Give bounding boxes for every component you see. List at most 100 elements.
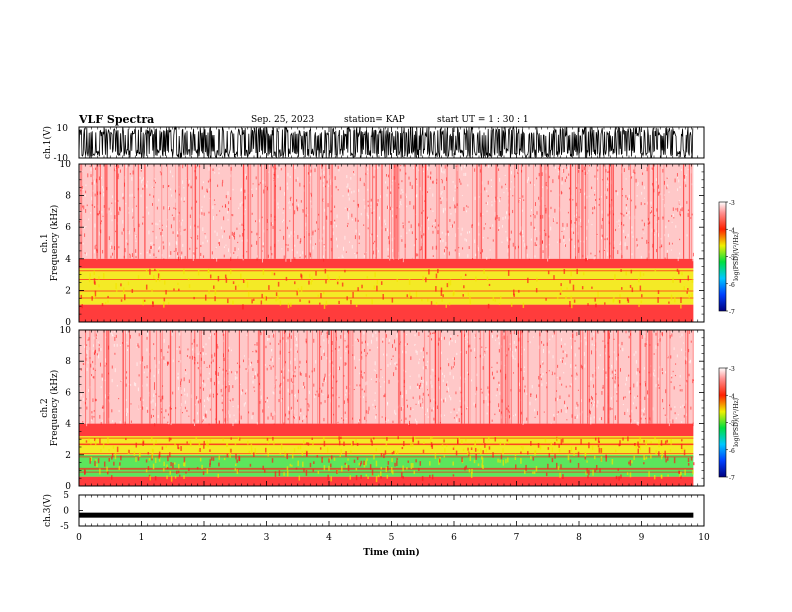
spectrogram-speckle bbox=[554, 372, 556, 375]
spectrogram-speckle bbox=[580, 226, 582, 228]
spectrogram-speckle bbox=[291, 464, 293, 467]
spectrogram-speckle bbox=[373, 209, 375, 212]
spectrogram-speckle bbox=[163, 280, 166, 285]
spectrogram-speckle bbox=[145, 284, 148, 290]
spectrogram-speckle bbox=[112, 334, 114, 337]
spectrogram-speckle bbox=[111, 365, 113, 369]
spectrogram-speckle bbox=[279, 390, 281, 394]
spectrogram-speckle bbox=[173, 207, 175, 209]
spectrogram-speckle bbox=[194, 361, 196, 365]
spectrogram-speckle bbox=[559, 382, 561, 384]
spectrogram-speckle bbox=[91, 374, 93, 377]
spectrogram-speckle bbox=[654, 375, 656, 377]
spectrogram-speckle bbox=[586, 172, 588, 174]
spectrogram-speckle bbox=[127, 230, 129, 234]
spectrogram-speckle bbox=[637, 367, 639, 372]
spectrogram-speckle bbox=[309, 173, 311, 177]
spectrogram-speckle bbox=[669, 449, 672, 452]
spectrogram-speckle bbox=[556, 296, 559, 300]
spectrogram-speckle bbox=[575, 377, 577, 380]
spectrogram-speckle bbox=[575, 218, 577, 221]
spectrogram-speckle bbox=[178, 463, 180, 469]
spectrogram-band-mid bbox=[79, 476, 694, 486]
date-label: Sep. 25, 2023 bbox=[251, 115, 315, 125]
spectrogram-speckle bbox=[357, 287, 359, 292]
spectrogram-speckle bbox=[446, 381, 448, 383]
spectrogram-speckle bbox=[683, 175, 685, 179]
spectrogram-speckle bbox=[526, 179, 528, 183]
spectrogram-speckle bbox=[544, 205, 546, 207]
spectrogram-speckle bbox=[203, 379, 205, 383]
spectrogram-speckle bbox=[431, 409, 433, 412]
spectrogram-speckle bbox=[163, 416, 165, 419]
spectrogram-speckle bbox=[157, 273, 160, 279]
spectrogram-speckle bbox=[532, 471, 534, 474]
spectrogram-speckle bbox=[299, 256, 301, 259]
spectrogram-speckle bbox=[626, 472, 629, 475]
spectrogram-speckle bbox=[305, 214, 307, 217]
spectrogram-speckle bbox=[321, 238, 323, 242]
spectrogram-speckle bbox=[387, 205, 389, 210]
spectrogram-speckle bbox=[228, 346, 230, 351]
spectrogram-speckle bbox=[394, 462, 396, 467]
spectrogram-speckle bbox=[631, 287, 634, 293]
spectrogram-speckle bbox=[614, 369, 616, 372]
spectrogram-speckle bbox=[293, 394, 295, 397]
spectrogram-speckle bbox=[375, 406, 377, 409]
spectrogram-speckle bbox=[347, 193, 349, 196]
spectrogram-speckle bbox=[240, 188, 242, 192]
spectrogram-speckle bbox=[326, 447, 329, 453]
spectrogram-speckle bbox=[101, 210, 103, 214]
spectrogram-speckle bbox=[155, 393, 157, 395]
spectrogram-speckle bbox=[672, 277, 674, 283]
x-axis-label: Time (min) bbox=[363, 547, 420, 558]
spectrogram-speckle bbox=[605, 455, 608, 462]
spectrogram-speckle bbox=[86, 252, 88, 256]
spectrogram-speckle bbox=[644, 334, 646, 338]
spectrogram-speckle bbox=[179, 331, 181, 336]
spectrogram-speckle bbox=[323, 199, 325, 201]
spectrogram-speckle bbox=[422, 366, 424, 370]
spectrogram-speckle bbox=[479, 338, 481, 340]
spectrogram-speckle bbox=[232, 281, 235, 285]
spectrogram-speckle bbox=[203, 212, 205, 216]
spectrogram-speckle bbox=[94, 364, 96, 369]
spectrogram-speckle bbox=[180, 222, 182, 226]
spectrogram-speckle bbox=[98, 344, 100, 347]
spectrogram-speckle bbox=[595, 199, 597, 202]
spectrogram-speckle bbox=[337, 189, 339, 191]
spectrogram-speckle bbox=[258, 382, 260, 386]
spectrogram-speckle bbox=[454, 339, 456, 343]
spectrogram-speckle bbox=[93, 416, 95, 418]
spectrogram-speckle bbox=[222, 438, 224, 442]
spectrogram-speckle bbox=[618, 476, 620, 481]
spectrogram-speckle bbox=[222, 353, 224, 358]
spectrogram-speckle bbox=[421, 211, 423, 215]
spectrogram-speckle bbox=[324, 268, 327, 274]
spectrogram-speckle bbox=[183, 457, 186, 463]
spectrogram-speckle bbox=[201, 464, 203, 469]
spectrogram-speckle bbox=[654, 436, 656, 440]
spectrogram-speckle bbox=[453, 357, 455, 361]
spectrogram-speckle bbox=[577, 414, 579, 419]
spectrogram-speckle bbox=[286, 453, 289, 460]
spectrogram-speckle bbox=[287, 186, 289, 190]
spectrogram-speckle bbox=[265, 296, 268, 301]
spectrogram-speckle bbox=[506, 439, 509, 442]
spectrogram-speckle bbox=[212, 216, 214, 220]
spectrogram-speckle bbox=[547, 258, 549, 262]
spectrogram-speckle bbox=[672, 419, 674, 424]
spectrogram-speckle bbox=[404, 225, 406, 228]
spectrogram-speckle bbox=[451, 366, 453, 370]
spectrogram-speckle bbox=[629, 472, 632, 478]
spectrogram-speckle bbox=[482, 366, 484, 370]
spectrogram-speckle bbox=[355, 254, 357, 259]
spectrogram-speckle bbox=[676, 173, 678, 177]
spectrogram-speckle bbox=[139, 176, 141, 179]
spectrogram-speckle bbox=[149, 254, 151, 257]
spectrogram-speckle bbox=[360, 474, 362, 479]
spectrogram-speckle bbox=[214, 289, 217, 295]
spectrogram-speckle bbox=[357, 203, 359, 206]
spectrogram-speckle bbox=[202, 416, 204, 420]
spectrogram-speckle bbox=[89, 386, 91, 389]
